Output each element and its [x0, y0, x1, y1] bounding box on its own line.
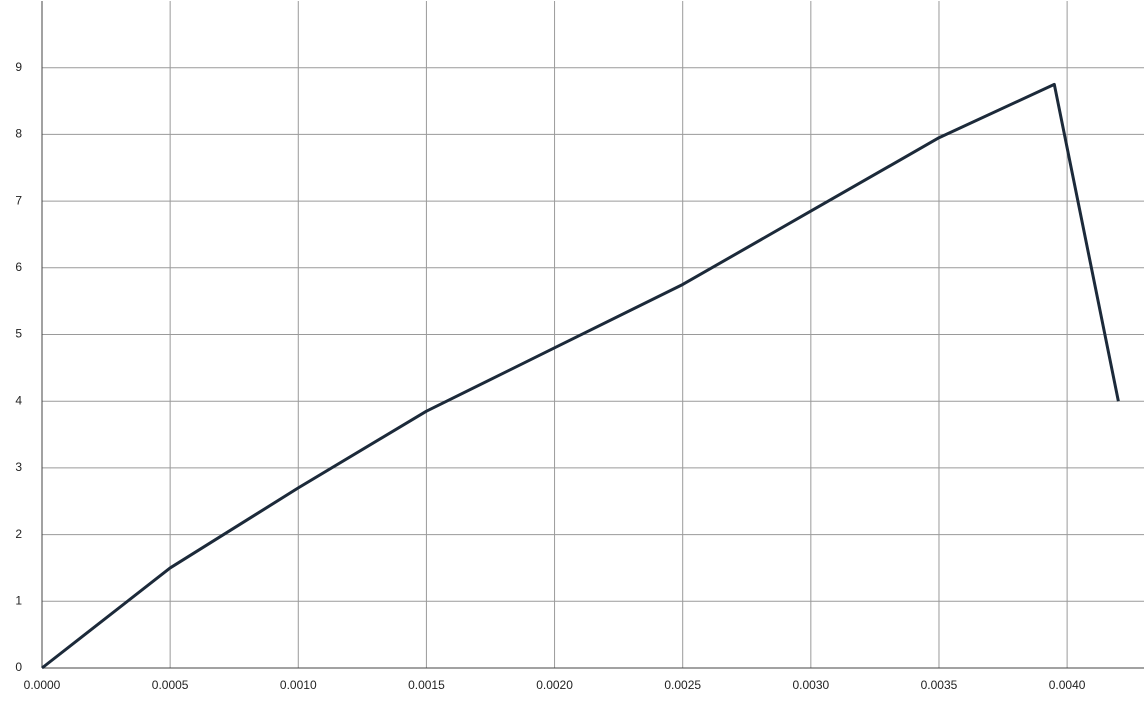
y-tick-label: 2 [15, 527, 22, 541]
x-tick-label: 0.0000 [24, 678, 61, 692]
y-tick-label: 5 [15, 327, 22, 341]
y-tick-label: 7 [15, 193, 22, 207]
x-tick-label: 0.0010 [280, 678, 317, 692]
y-tick-label: 1 [15, 593, 22, 607]
x-tick-label: 0.0030 [792, 678, 829, 692]
y-tick-label: 6 [15, 260, 22, 274]
y-tick-label: 4 [15, 393, 22, 407]
x-tick-label: 0.0025 [664, 678, 701, 692]
y-tick-label: 9 [15, 60, 22, 74]
data-line [41, 82, 1120, 670]
x-tick-label: 0.0020 [536, 678, 573, 692]
x-tick-label: 0.0040 [1049, 678, 1086, 692]
x-tick-label: 0.0005 [152, 678, 189, 692]
x-tick-label: 0.0015 [408, 678, 445, 692]
y-tick-label: 0 [15, 660, 22, 674]
y-tick-label: 8 [15, 127, 22, 141]
x-tick-label: 0.0035 [921, 678, 958, 692]
y-tick-label: 3 [15, 460, 22, 474]
